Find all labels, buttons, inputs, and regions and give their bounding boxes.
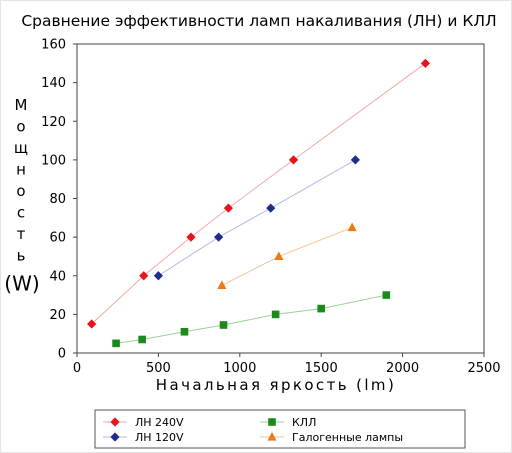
series-0: [87, 58, 430, 329]
legend-label: КЛЛ: [292, 416, 316, 429]
data-point: [186, 232, 196, 242]
series-line: [221, 227, 353, 286]
data-point: [420, 58, 430, 68]
y-tick-label: 100: [41, 153, 66, 168]
legend-item: ЛН 240V: [103, 416, 184, 429]
x-tick-label: 500: [146, 361, 171, 376]
data-point: [266, 203, 276, 213]
legend-box: [94, 409, 466, 449]
y-tick-label: 0: [58, 347, 66, 362]
data-point: [87, 319, 97, 329]
legend-label: Галогенные лампы: [292, 431, 403, 444]
data-point: [139, 271, 149, 281]
plot-border: [76, 43, 485, 354]
data-point: [347, 222, 357, 232]
plot-area: [76, 43, 485, 354]
x-axis-label: Начальная яркость (lm): [156, 376, 396, 394]
y-axis-label-char: о: [16, 118, 25, 136]
data-point: [223, 203, 234, 213]
data-point: [271, 310, 280, 319]
legend-marker: [110, 417, 120, 427]
series-line: [158, 159, 356, 277]
y-axis-unit: (W): [4, 272, 39, 296]
data-point: [219, 321, 228, 329]
legend-label: ЛН 120V: [135, 431, 184, 444]
y-axis-label-char: М: [15, 96, 28, 114]
series-line: [91, 62, 426, 325]
data-point: [138, 335, 146, 344]
legend-marker: [267, 432, 277, 441]
series-2: [112, 291, 391, 348]
y-axis-label-char: о: [16, 182, 25, 200]
legend-item: Галогенные лампы: [260, 431, 403, 444]
legend-marker: [110, 432, 120, 442]
legend-marker: [268, 418, 276, 426]
data-point: [317, 304, 325, 313]
data-point: [382, 291, 391, 299]
y-axis-label-char: н: [16, 161, 26, 179]
y-tick-label: 60: [49, 231, 66, 246]
series-3: [217, 222, 357, 290]
y-tick-label: 40: [49, 269, 66, 284]
y-axis-label-char: ь: [17, 247, 26, 265]
data-point: [112, 339, 120, 348]
y-axis-label-char: щ: [14, 139, 28, 157]
series-1: [153, 155, 360, 281]
data-point: [217, 280, 227, 290]
y-axis-label-char: с: [17, 204, 25, 222]
data-point: [274, 251, 284, 261]
x-tick-label: 0: [73, 361, 81, 376]
y-axis-ticks: 0 20 40 60 80 100 120 140 160: [41, 38, 77, 362]
y-tick-label: 80: [49, 192, 66, 207]
data-point: [214, 232, 224, 242]
x-tick-label: 1000: [223, 361, 256, 376]
y-tick-label: 140: [41, 76, 66, 91]
legend-item: КЛЛ: [260, 416, 316, 429]
x-tick-label: 1500: [305, 361, 338, 376]
data-point: [350, 155, 360, 165]
y-axis-label-char: т: [17, 225, 26, 243]
x-tick-label: 2500: [467, 361, 500, 376]
chart-title: Сравнение эффективности ламп накаливания…: [21, 12, 496, 30]
data-point: [153, 271, 163, 281]
y-tick-label: 20: [49, 308, 66, 323]
legend-label: ЛН 240V: [135, 416, 184, 429]
y-tick-label: 160: [41, 38, 66, 53]
legend-item: ЛН 120V: [103, 431, 184, 444]
data-point: [180, 327, 189, 336]
series-line: [115, 294, 387, 344]
x-tick-label: 2000: [386, 361, 419, 376]
y-tick-label: 120: [41, 115, 66, 130]
x-axis-ticks: 0 500 1000 1500 2000 2500: [73, 353, 501, 376]
legend: ЛН 240V ЛН 120V КЛЛ Галогенные лампы: [94, 409, 466, 449]
data-point: [288, 155, 299, 165]
